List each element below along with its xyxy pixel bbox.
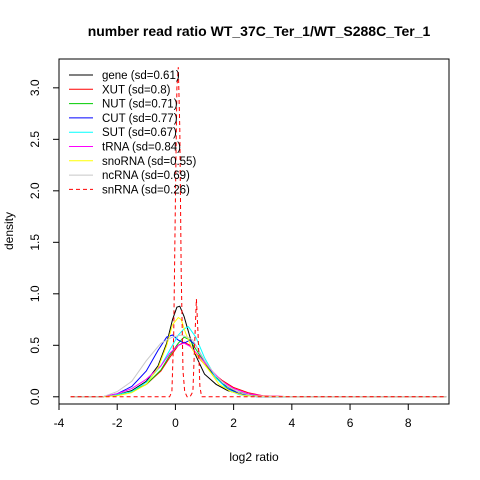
- x-tick-label: -4: [54, 416, 65, 430]
- x-tick-label: -2: [112, 416, 123, 430]
- legend-entry: CUT (sd=0.77): [102, 113, 178, 125]
- legend-entry: ncRNA (sd=0.69): [102, 170, 190, 182]
- legend-entry: tRNA (sd=0.84): [102, 142, 181, 154]
- series-line-cut: [70, 334, 447, 398]
- series-line-sut: [70, 326, 447, 398]
- x-tick-label: 0: [172, 416, 179, 430]
- chart-title: number read ratio WT_37C_Ter_1/WT_S288C_…: [88, 23, 431, 39]
- series-line-ncrna: [70, 334, 447, 398]
- legend-entry: SUT (sd=0.67): [102, 127, 177, 139]
- series-line-snrna: [70, 67, 447, 398]
- x-tick-label: 6: [347, 416, 354, 430]
- legend: gene (sd=0.61) XUT (sd=0.8) NUT (sd=0.71) C…: [69, 70, 196, 196]
- y-tick-label: 0.0: [28, 388, 42, 405]
- x-tick-label: 8: [405, 416, 412, 430]
- legend-entry: snoRNA (sd=0.55): [102, 156, 196, 168]
- y-tick-label: 1.5: [28, 234, 42, 251]
- y-axis-label: density: [2, 212, 16, 250]
- y-tick-label: 1.0: [28, 285, 42, 302]
- y-tick-label: 3.0: [28, 79, 42, 96]
- y-tick-label: 0.5: [28, 337, 42, 354]
- legend-entry: XUT (sd=0.8): [102, 84, 171, 96]
- legend-entry: gene (sd=0.61): [102, 70, 180, 82]
- series-group: [70, 67, 447, 398]
- x-axis-label: log2 ratio: [229, 450, 279, 464]
- series-line-nut: [70, 336, 447, 398]
- y-axis: 0.0 0.5 1.0 1.5 2.0 2.5 3.0: [28, 79, 60, 405]
- series-line-trna: [70, 342, 447, 398]
- legend-entry: snRNA (sd=0.26): [102, 184, 190, 196]
- x-axis: -4 -2 0 2 4 6 8: [54, 403, 412, 430]
- x-tick-label: 4: [288, 416, 295, 430]
- plot-frame: [58, 58, 450, 405]
- legend-entry: NUT (sd=0.71): [102, 99, 178, 111]
- y-tick-label: 2.5: [28, 131, 42, 148]
- y-tick-label: 2.0: [28, 182, 42, 199]
- x-tick-label: 2: [230, 416, 237, 430]
- series-line-snorna: [70, 316, 447, 398]
- series-line-gene: [70, 305, 447, 398]
